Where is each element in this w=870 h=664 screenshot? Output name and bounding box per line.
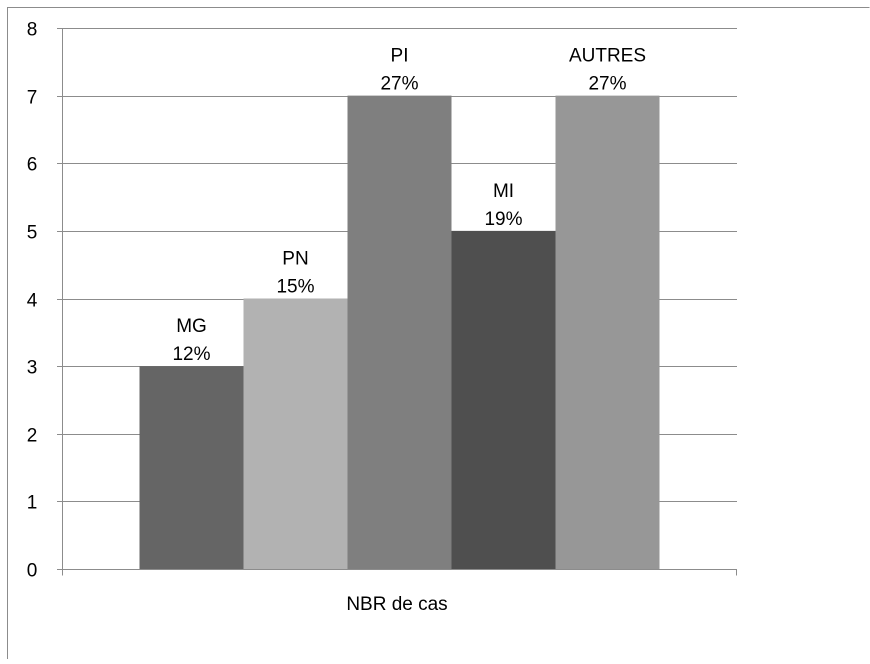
y-tick-label: 6	[27, 155, 38, 176]
bar-mi	[451, 230, 556, 569]
y-tick-label: 8	[27, 20, 38, 41]
bar-autres	[555, 95, 660, 569]
y-tick-label: 1	[27, 493, 38, 514]
chart-border	[7, 7, 870, 659]
data-label-percent: 27%	[380, 74, 418, 95]
data-label-percent: 27%	[588, 74, 626, 95]
data-label-percent: 15%	[276, 277, 314, 298]
y-tick-label: 3	[27, 358, 38, 379]
data-label-name: PN	[282, 249, 308, 270]
y-tick-label: 4	[27, 291, 38, 312]
y-tick-label: 7	[27, 88, 38, 109]
x-axis-category-label: NBR de cas	[346, 594, 447, 615]
bar-pi	[347, 95, 452, 569]
data-label-name: PI	[391, 46, 409, 67]
data-label-percent: 12%	[172, 344, 210, 365]
data-label-name: AUTRES	[569, 46, 646, 67]
y-tick-label: 0	[27, 561, 38, 582]
bars	[139, 95, 660, 569]
data-label-percent: 19%	[484, 209, 522, 230]
y-tick-label: 2	[27, 426, 38, 447]
bar-mg	[139, 366, 244, 569]
bar-pn	[243, 298, 348, 569]
data-labels: MG 12% PN 15% PI 27% MI 19% AUTRES 27%	[172, 46, 646, 366]
data-label-name: MI	[493, 181, 514, 202]
y-tick-label: 5	[27, 223, 38, 244]
data-label-name: MG	[176, 316, 207, 337]
axes: 0 1 2 3 4 5 6 7 8	[27, 20, 737, 582]
